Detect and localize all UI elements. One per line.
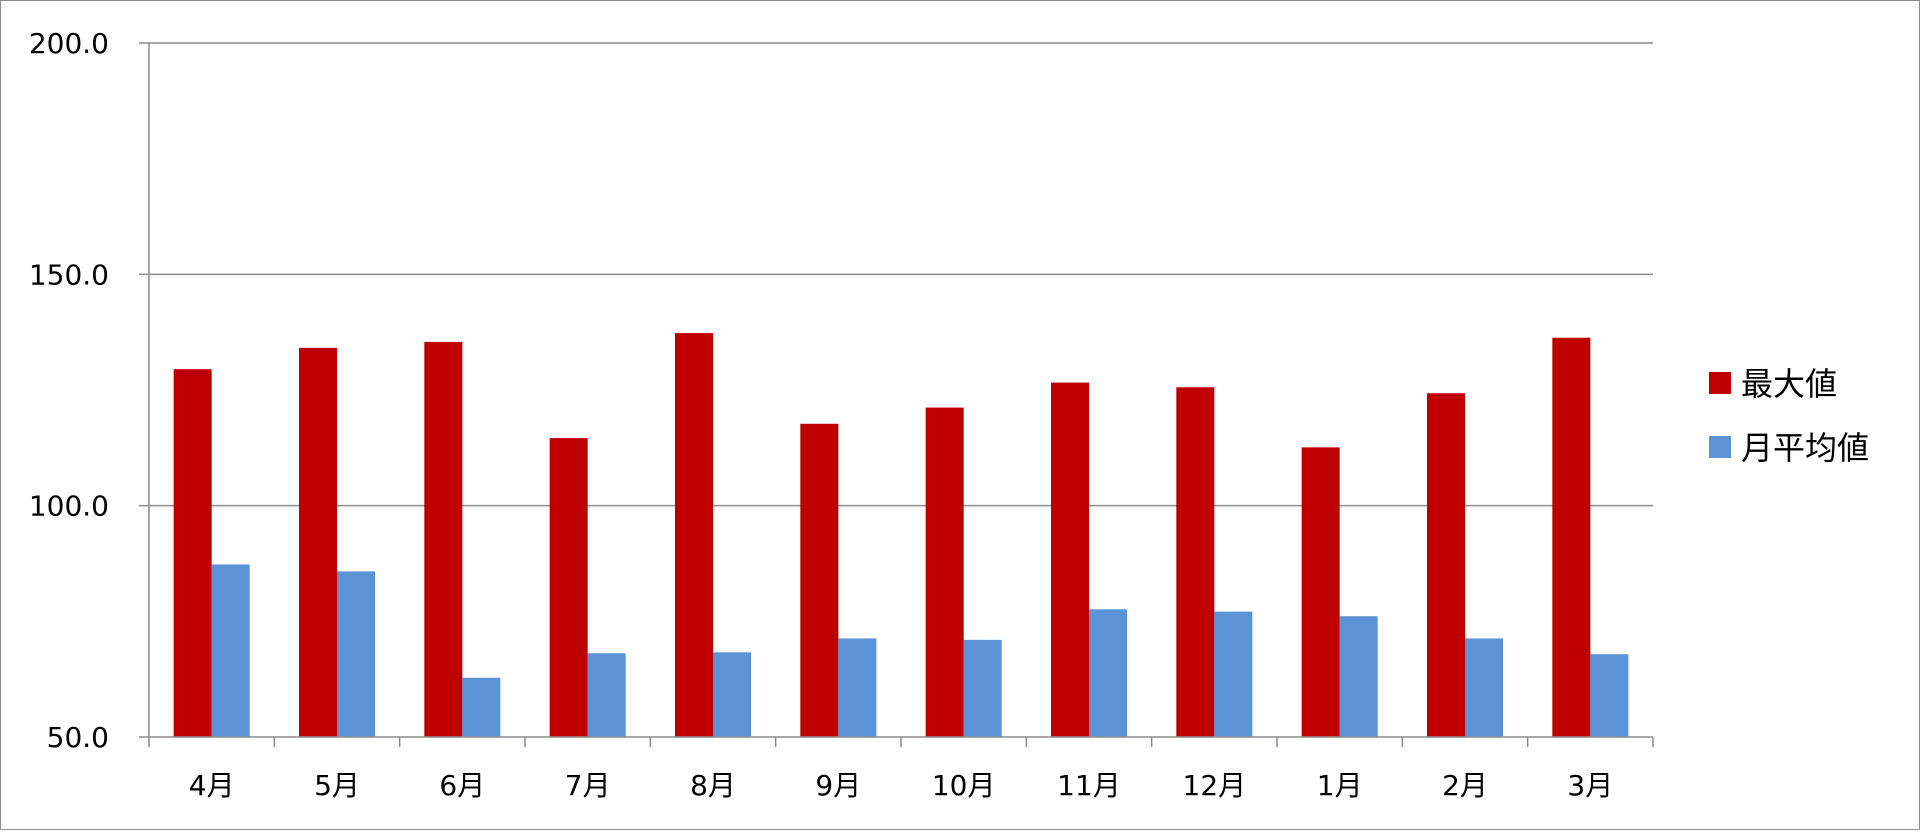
- x-tick-label: 8月: [690, 769, 736, 802]
- max-value-bar: [1301, 447, 1340, 737]
- max-value-bar: [1552, 337, 1591, 737]
- x-tick-label: 7月: [565, 769, 611, 802]
- axes: [139, 42, 1654, 747]
- x-tick-label: 5月: [314, 769, 360, 802]
- legend-label-average: 月平均値: [1741, 429, 1869, 467]
- x-tick-label: 11月: [1057, 769, 1121, 802]
- x-tick-label: 3月: [1567, 769, 1613, 802]
- legend-swatch-max: [1709, 372, 1731, 394]
- y-tick-label: 200.0: [29, 27, 109, 60]
- monthly-average-bar: [211, 564, 250, 737]
- monthly-average-bar: [1339, 616, 1378, 737]
- x-tick-label: 9月: [815, 769, 861, 802]
- y-tick-label: 100.0: [29, 490, 109, 523]
- y-tick-label: 150.0: [29, 258, 109, 291]
- x-tick-label: 4月: [189, 769, 235, 802]
- monthly-average-bar: [713, 652, 751, 737]
- max-value-bar: [549, 438, 588, 737]
- monthly-average-bar: [963, 639, 1002, 737]
- max-value-bar: [424, 341, 463, 737]
- x-tick-label: 1月: [1317, 769, 1363, 802]
- gridlines: [149, 42, 1653, 507]
- monthly-average-bar: [1214, 611, 1253, 737]
- monthly-average-bar: [1590, 654, 1629, 737]
- legend-swatch-average: [1709, 436, 1731, 458]
- monthly-average-bar: [1089, 609, 1127, 737]
- max-value-bar: [1427, 393, 1465, 737]
- x-tick-labels: 4月 5月 6月 7月 8月 9月 10月 11月 12月 1月 2月 3月: [189, 769, 1613, 802]
- x-tick-label: 6月: [439, 769, 485, 802]
- x-tick-label: 2月: [1442, 769, 1488, 802]
- monthly-average-bar: [462, 677, 501, 737]
- max-value-bar: [1176, 387, 1215, 737]
- max-value-bar: [1051, 382, 1089, 737]
- x-tick-label: 10月: [932, 769, 996, 802]
- bars: [173, 333, 1629, 737]
- monthly-average-bar: [1465, 638, 1503, 737]
- max-value-bar: [925, 407, 964, 737]
- max-value-bar: [299, 347, 337, 737]
- monthly-average-bar: [838, 638, 877, 737]
- max-value-bar: [173, 369, 212, 737]
- y-tick-labels: 50.0 100.0 150.0 200.0: [29, 27, 109, 754]
- y-tick-label: 50.0: [47, 721, 109, 754]
- max-value-bar: [800, 423, 839, 737]
- legend-label-max: 最大値: [1741, 365, 1837, 403]
- monthly-average-bar: [337, 571, 375, 737]
- monthly-average-bar: [587, 653, 626, 737]
- x-tick-label: 12月: [1183, 769, 1247, 802]
- max-value-bar: [675, 333, 713, 737]
